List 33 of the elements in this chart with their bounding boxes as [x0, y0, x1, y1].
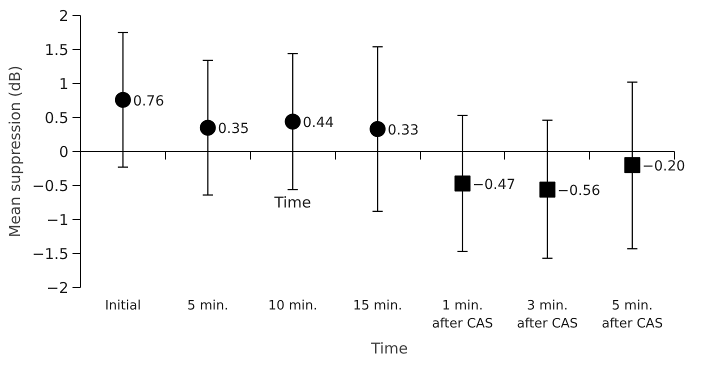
y-tick-label: −2 [46, 279, 69, 297]
x-tick-label: Initial [104, 298, 141, 314]
y-tick-label: 0.5 [44, 109, 69, 127]
y-axis-title: Mean suppression (dB) [6, 66, 24, 238]
y-tick-label: 0 [58, 143, 69, 161]
x-axis-title: Time [370, 340, 408, 358]
x-tick-label: 15 min. [352, 298, 402, 314]
y-tick-label: 2 [58, 7, 69, 25]
y-tick-label: −1 [46, 211, 69, 229]
point [370, 121, 386, 138]
point [114, 92, 131, 108]
y-tick-label: 1 [58, 75, 69, 93]
x-tick-label: 10 min. [268, 298, 318, 314]
data-label: 0.33 [388, 122, 419, 139]
point [539, 182, 556, 198]
y-tick-label: 1.5 [44, 41, 69, 59]
point [284, 114, 301, 130]
data-label: 0.44 [302, 115, 334, 132]
data-label: −0.20 [642, 158, 686, 175]
y-tick-label: −1.5 [32, 245, 69, 263]
x-tick-label: 5 min. [187, 298, 228, 314]
data-label: −0.56 [557, 183, 600, 200]
data-label: −0.47 [472, 176, 516, 193]
y-tick-label: −0.5 [32, 177, 69, 195]
point [200, 120, 216, 136]
x-tick-label: 1 min. after CAS [432, 298, 494, 332]
annotation: Time [273, 194, 312, 212]
x-tick-label: 5 min. after CAS [602, 298, 663, 332]
x-tick-label: 3 min. after CAS [516, 298, 578, 332]
point [624, 157, 640, 174]
data-label: 0.76 [132, 93, 164, 110]
point [454, 175, 471, 192]
data-label: 0.35 [218, 121, 250, 138]
